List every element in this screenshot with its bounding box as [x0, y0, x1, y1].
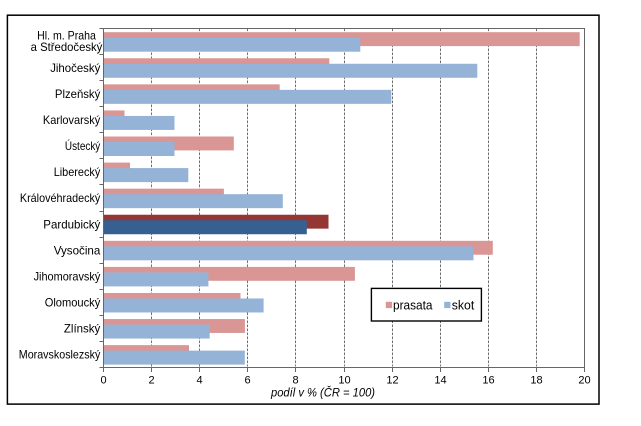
svg-text:20: 20	[578, 375, 590, 387]
svg-text:18: 18	[530, 375, 542, 387]
svg-text:14: 14	[434, 375, 446, 387]
svg-text:podíl v % (ČR = 100): podíl v % (ČR = 100)	[270, 386, 375, 399]
svg-text:Zlínský: Zlínský	[64, 322, 100, 336]
svg-text:Jihomoravský: Jihomoravský	[34, 269, 101, 283]
svg-text:Moravskoslezský: Moravskoslezský	[19, 348, 101, 362]
svg-text:skot: skot	[452, 299, 475, 313]
svg-text:Karlovarský: Karlovarský	[43, 113, 100, 127]
svg-text:6: 6	[244, 375, 250, 387]
svg-text:Královéhradecký: Královéhradecký	[20, 191, 100, 205]
svg-text:10: 10	[338, 375, 350, 387]
svg-text:Ústecký: Ústecký	[65, 138, 100, 153]
svg-text:Olomoucký: Olomoucký	[45, 296, 101, 310]
svg-text:prasata: prasata	[393, 299, 433, 313]
svg-text:16: 16	[482, 375, 494, 387]
svg-text:2: 2	[148, 375, 154, 387]
svg-text:8: 8	[292, 375, 298, 387]
svg-text:12: 12	[386, 375, 398, 387]
svg-text:Liberecký: Liberecký	[54, 165, 101, 179]
svg-text:Hl. m. Praha: Hl. m. Praha	[37, 29, 96, 43]
svg-text:a Středočeský: a Středočeský	[31, 40, 103, 54]
svg-text:Jihočeský: Jihočeský	[50, 61, 100, 75]
svg-text:Vysočina: Vysočina	[54, 243, 101, 257]
svg-text:4: 4	[196, 375, 202, 387]
svg-text:0: 0	[100, 375, 106, 387]
svg-text:Plzeňský: Plzeňský	[55, 87, 100, 101]
svg-text:Pardubický: Pardubický	[43, 217, 100, 231]
